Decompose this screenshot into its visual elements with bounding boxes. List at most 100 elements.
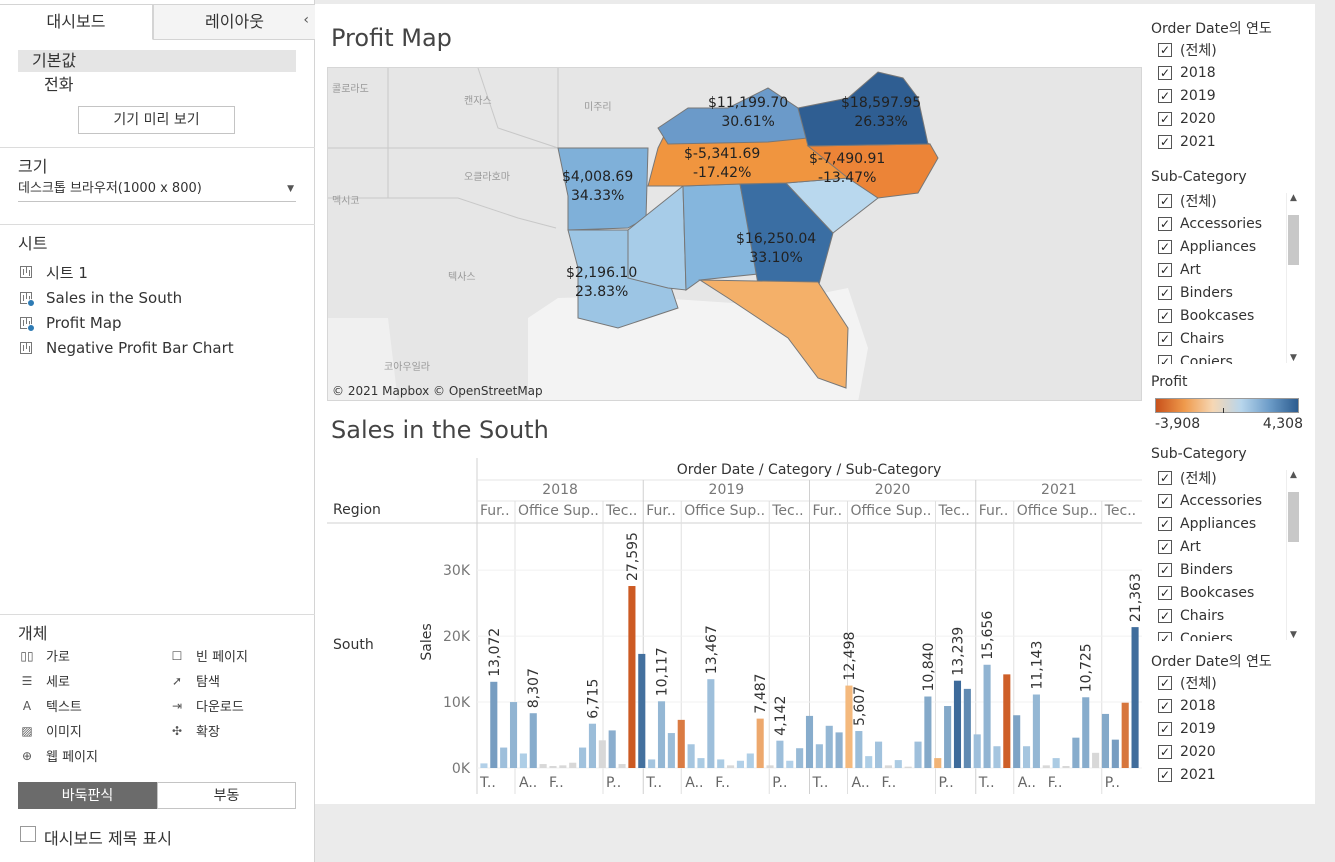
- scroll-up-icon[interactable]: ▲: [1290, 470, 1297, 480]
- legend-min: -3,908: [1155, 416, 1201, 432]
- filter-option[interactable]: ✓ Appliances: [1151, 235, 1311, 258]
- blank-icon: ☐: [171, 648, 183, 663]
- object-text[interactable]: A 텍스트: [20, 696, 82, 716]
- filter-option[interactable]: ✓ Binders: [1151, 281, 1311, 304]
- sheet-item[interactable]: Negative Profit Bar Chart: [20, 337, 234, 359]
- device-phone[interactable]: 전화: [44, 75, 74, 94]
- category-header: Office Sup..: [851, 503, 932, 519]
- filter-option[interactable]: ✓ (전체): [1151, 466, 1311, 489]
- filter-scrollbar[interactable]: ▲ ▼: [1286, 193, 1299, 363]
- bar: [707, 679, 715, 768]
- worksheet-icon: [20, 342, 32, 354]
- object-vertical[interactable]: ☰ 세로: [20, 671, 70, 691]
- divider: [0, 147, 315, 148]
- state-florida[interactable]: [698, 279, 849, 389]
- state-virginia[interactable]: [797, 71, 929, 147]
- category-header: Tec..: [938, 503, 970, 519]
- bar: [934, 758, 942, 768]
- tiled-toggle[interactable]: 바둑판식: [18, 782, 157, 809]
- map-svg: [328, 68, 1141, 400]
- scroll-down-icon[interactable]: ▼: [1290, 630, 1297, 640]
- sheet-item[interactable]: Profit Map: [20, 312, 122, 334]
- filter-option[interactable]: ✓ 2018: [1151, 61, 1311, 84]
- state-arkansas[interactable]: [557, 147, 649, 231]
- filter-option[interactable]: ✓ Bookcases: [1151, 581, 1311, 604]
- bar: [904, 766, 912, 768]
- y-tick-label: 30K: [443, 563, 471, 579]
- size-dropdown-value: 데스크톱 브라우저(1000 x 800): [18, 181, 202, 196]
- size-dropdown[interactable]: 데스크톱 브라우저(1000 x 800) ▼: [18, 178, 296, 202]
- filter-option[interactable]: ✓ Appliances: [1151, 512, 1311, 535]
- bar: [825, 725, 833, 768]
- object-horizontal[interactable]: ▯▯ 가로: [20, 646, 70, 666]
- legend-gradient: [1155, 398, 1299, 413]
- bar: [963, 688, 971, 768]
- object-blank[interactable]: ☐ 빈 페이지: [170, 646, 248, 666]
- object-download[interactable]: ⇥ 다운로드: [170, 696, 244, 716]
- checkbox-icon: ✓: [1158, 262, 1172, 277]
- option-label: Chairs: [1180, 330, 1225, 347]
- checkbox-icon: ✓: [1158, 698, 1172, 713]
- device-default[interactable]: 기본값: [18, 50, 296, 72]
- bar-value-label: 10,117: [655, 647, 671, 696]
- checkbox-icon: ✓: [1158, 88, 1172, 103]
- sub-category-label: T..: [978, 775, 995, 791]
- object-navigation[interactable]: ➚ 탐색: [170, 671, 220, 691]
- filter-option[interactable]: ✓ Accessories: [1151, 489, 1311, 512]
- collapse-panel-icon[interactable]: ‹: [303, 12, 309, 28]
- filter-option[interactable]: ✓ (전체): [1151, 671, 1311, 694]
- show-title-label: 대시보드 제목 표시: [44, 829, 172, 848]
- bar: [579, 747, 587, 768]
- chart-svg: Order Date / Category / Sub-Category Reg…: [327, 458, 1144, 794]
- filter-option[interactable]: ✓ Bookcases: [1151, 304, 1311, 327]
- filter-option[interactable]: ✓ Chairs: [1151, 327, 1311, 350]
- checkbox-icon: ✓: [1158, 134, 1172, 149]
- bar: [786, 760, 794, 768]
- filter-option[interactable]: ✓ Accessories: [1151, 212, 1311, 235]
- map-bg-label: 멕시코: [332, 196, 360, 207]
- filter-option[interactable]: ✓ Copiers: [1151, 350, 1311, 364]
- filter-option[interactable]: ✓ (전체): [1151, 189, 1311, 212]
- filter-option[interactable]: ✓ 2020: [1151, 107, 1311, 130]
- scroll-thumb[interactable]: [1288, 492, 1299, 542]
- text-icon: A: [22, 698, 32, 713]
- filter-option[interactable]: ✓ 2019: [1151, 84, 1311, 107]
- filter-scrollbar[interactable]: ▲ ▼: [1286, 470, 1299, 640]
- filter-option[interactable]: ✓ Art: [1151, 535, 1311, 558]
- bar: [687, 744, 695, 768]
- object-webpage[interactable]: ⊕ 웹 페이지: [20, 746, 98, 766]
- scroll-thumb[interactable]: [1288, 215, 1299, 265]
- filter-option[interactable]: ✓ (전체): [1151, 38, 1311, 61]
- scroll-down-icon[interactable]: ▼: [1290, 353, 1297, 363]
- bar: [953, 680, 962, 768]
- option-label: Binders: [1180, 284, 1233, 301]
- state-mississippi[interactable]: [627, 184, 687, 291]
- filter-option[interactable]: ✓ 2021: [1151, 763, 1311, 786]
- object-image[interactable]: ▨ 이미지: [20, 721, 82, 741]
- scroll-up-icon[interactable]: ▲: [1290, 193, 1297, 203]
- show-title-checkbox[interactable]: [20, 826, 36, 842]
- filter-option[interactable]: ✓ 2020: [1151, 740, 1311, 763]
- state-north-carolina[interactable]: [806, 143, 939, 199]
- sheet-item[interactable]: Sales in the South: [20, 287, 182, 309]
- bar: [648, 759, 656, 768]
- filter-order-date-1: Order Date의 연도 ✓ (전체) ✓ 2018 ✓ 2019 ✓ 2020 ✓…: [1151, 18, 1311, 153]
- sales-bar-chart[interactable]: Order Date / Category / Sub-Category Reg…: [327, 456, 1144, 802]
- filter-option[interactable]: ✓ 2018: [1151, 694, 1311, 717]
- floating-toggle[interactable]: 부동: [157, 782, 296, 809]
- legend-title: Profit: [1151, 374, 1188, 390]
- filter-option[interactable]: ✓ Binders: [1151, 558, 1311, 581]
- option-label: Chairs: [1180, 607, 1225, 624]
- tab-layout[interactable]: 레이아웃: [153, 4, 315, 40]
- state-profit: $11,199.70: [708, 95, 789, 111]
- device-preview-button[interactable]: 기기 미리 보기: [78, 106, 235, 134]
- filter-option[interactable]: ✓ 2021: [1151, 130, 1311, 153]
- filter-option[interactable]: ✓ Art: [1151, 258, 1311, 281]
- filter-option[interactable]: ✓ 2019: [1151, 717, 1311, 740]
- filter-option[interactable]: ✓ Chairs: [1151, 604, 1311, 627]
- object-extension[interactable]: ✣ 확장: [170, 721, 220, 741]
- sheet-item[interactable]: 시트 1: [20, 261, 88, 283]
- tab-dashboard[interactable]: 대시보드: [0, 4, 153, 40]
- profit-map[interactable]: 콜로라도 캔자스 미주리 오클라호마 텍사스 코아우일라 멕시코 $11,199…: [327, 67, 1142, 401]
- filter-option[interactable]: ✓ Copiers: [1151, 627, 1311, 641]
